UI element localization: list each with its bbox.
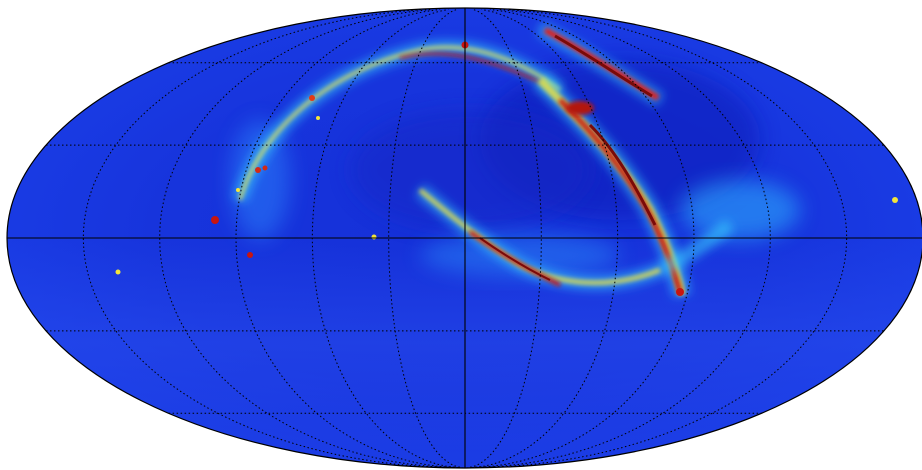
south-arc-peak bbox=[479, 237, 551, 281]
glow-west bbox=[230, 120, 290, 240]
knot-north bbox=[566, 101, 594, 115]
point-source bbox=[247, 252, 253, 258]
glow-south-arc bbox=[420, 233, 620, 277]
graticule-meridian bbox=[235, 8, 462, 468]
graticule-meridian bbox=[466, 8, 542, 468]
point-source bbox=[316, 116, 320, 120]
dark-region-center bbox=[350, 110, 590, 230]
map-outline bbox=[6, 7, 922, 469]
main-ridge-peak bbox=[588, 123, 657, 226]
point-source bbox=[255, 167, 261, 173]
point-source bbox=[371, 234, 377, 240]
point-source bbox=[892, 197, 898, 203]
point-source bbox=[211, 216, 219, 224]
point-source bbox=[309, 95, 315, 101]
graticule-meridian bbox=[82, 8, 460, 468]
southern-band bbox=[7, 238, 922, 468]
graticule bbox=[7, 8, 922, 468]
upper-arc-peak bbox=[399, 52, 541, 84]
graticule-meridian bbox=[470, 8, 848, 468]
point-source bbox=[115, 269, 121, 275]
graticule-meridian bbox=[468, 8, 695, 468]
glow-east bbox=[680, 180, 800, 240]
point-source bbox=[262, 165, 268, 171]
point-source bbox=[236, 188, 240, 192]
point-source bbox=[676, 288, 684, 296]
graticule-meridian bbox=[388, 8, 464, 468]
streak-ne-peak bbox=[554, 34, 653, 98]
